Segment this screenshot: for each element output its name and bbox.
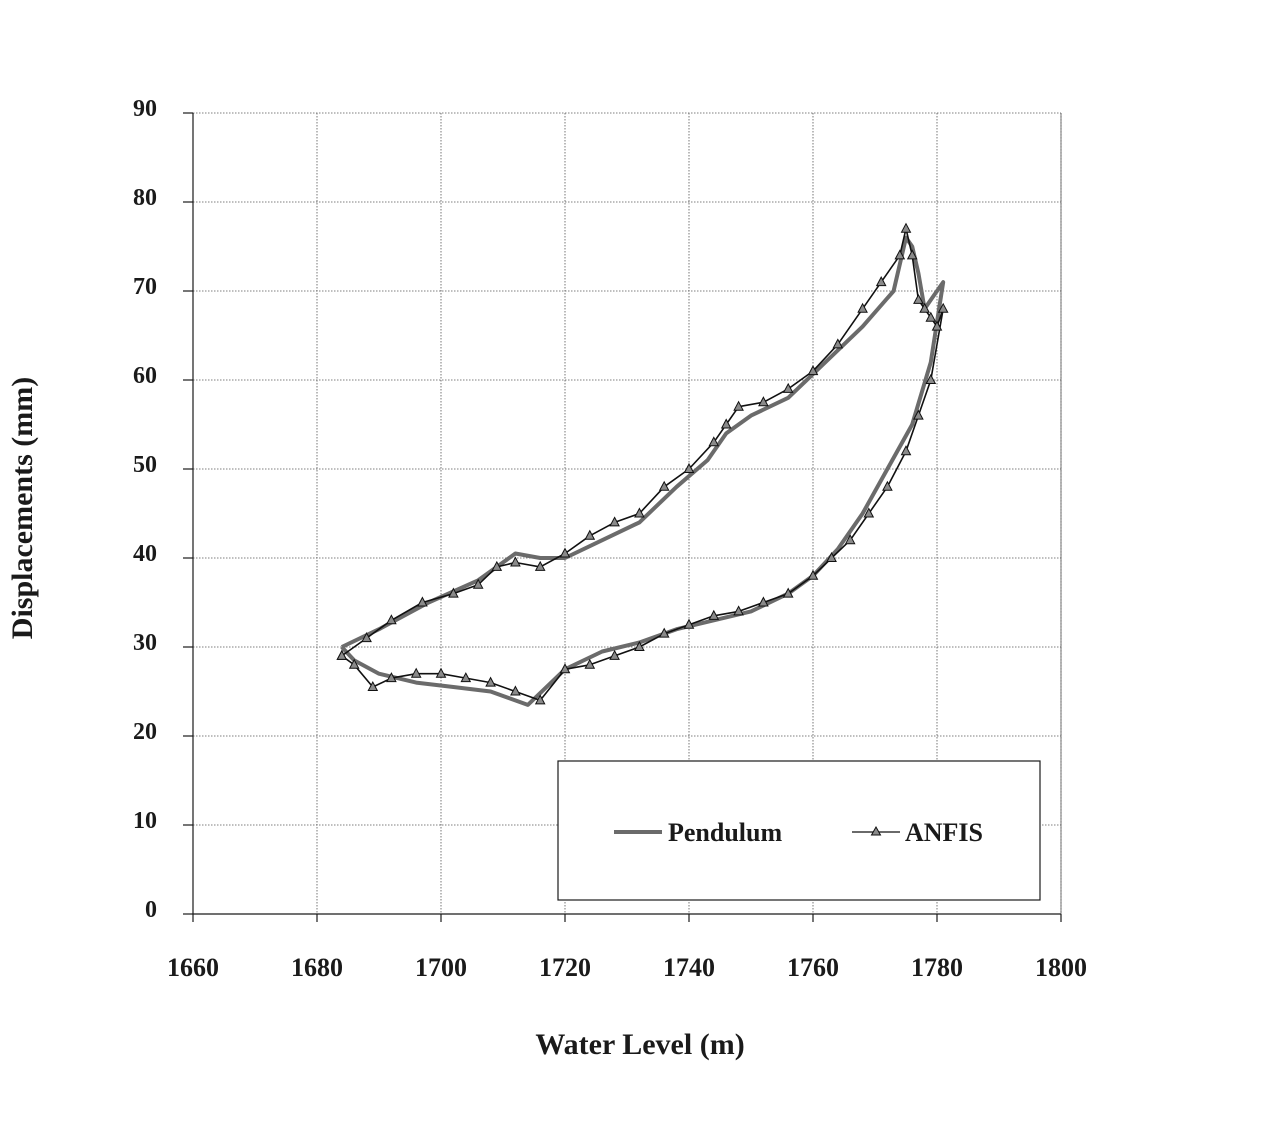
anfis-point <box>832 338 844 349</box>
anfis-point <box>361 632 372 643</box>
anfis-series-line <box>341 227 945 702</box>
y-tick-label: 10 <box>133 808 157 834</box>
anfis-point <box>925 311 937 322</box>
anfis-point <box>708 436 720 447</box>
anfis-point <box>559 547 571 558</box>
anfis-point <box>386 672 397 683</box>
x-tick-label: 1680 <box>291 953 343 982</box>
anfis-point <box>826 551 837 562</box>
anfis-point <box>485 676 496 687</box>
anfis-point <box>410 667 422 678</box>
anfis-point <box>894 249 906 260</box>
anfis-point <box>386 614 397 625</box>
legend-pendulum-label: Pendulum <box>668 818 782 847</box>
anfis-point <box>720 418 732 429</box>
anfis-point <box>634 640 645 651</box>
x-tick-label: 1760 <box>787 953 839 982</box>
tick-labels: 1660 1680 1700 1720 1740 1760 1780 1800 0 10 20 30 4… <box>133 96 1087 982</box>
anfis-point <box>758 396 769 407</box>
anfis-point <box>913 409 924 420</box>
anfis-point <box>336 649 348 660</box>
anfis-point <box>857 302 868 313</box>
x-tick-label: 1780 <box>911 953 963 982</box>
anfis-point <box>875 276 887 287</box>
y-tick-label: 30 <box>133 630 157 656</box>
x-tick-label: 1700 <box>415 953 467 982</box>
anfis-point <box>417 596 428 607</box>
anfis-point <box>863 507 875 518</box>
y-tick-label: 90 <box>133 96 157 122</box>
anfis-point <box>925 373 937 384</box>
legend-anfis-marker <box>870 825 882 836</box>
anfis-point <box>919 302 930 313</box>
anfis-point <box>510 556 521 567</box>
anfis-point <box>584 658 596 669</box>
anfis-point <box>348 658 360 669</box>
anfis-point <box>937 302 949 313</box>
x-tick-label: 1800 <box>1035 953 1087 982</box>
anfis-point <box>435 667 447 678</box>
anfis-point <box>609 516 620 527</box>
anfis-point <box>906 249 918 260</box>
anfis-point <box>491 560 503 571</box>
anfis-point <box>807 365 819 376</box>
series-layer <box>336 222 949 707</box>
x-tick-label: 1720 <box>539 953 591 982</box>
pendulum-series-line <box>340 235 946 707</box>
anfis-point <box>882 480 893 491</box>
anfis-point <box>367 680 379 692</box>
anfis-point <box>448 587 459 598</box>
anfis-point <box>559 663 571 674</box>
y-tick-label: 0 <box>145 897 157 923</box>
anfis-point <box>584 529 596 540</box>
anfis-point <box>758 596 769 607</box>
anfis-point <box>472 578 484 589</box>
anfis-point <box>609 649 620 660</box>
anfis-point <box>782 382 794 393</box>
x-tick-label: 1660 <box>167 953 219 982</box>
anfis-point <box>683 618 695 629</box>
anfis-point <box>733 400 744 411</box>
anfis-point <box>782 587 794 598</box>
anfis-point <box>510 685 521 696</box>
anfis-point <box>900 445 912 456</box>
anfis-point <box>844 534 856 545</box>
anfis-point <box>733 605 744 616</box>
anfis-point <box>931 320 943 331</box>
axes <box>183 112 1062 922</box>
anfis-point <box>900 222 912 233</box>
x-tick-label: 1740 <box>663 953 715 982</box>
anfis-point <box>534 694 546 705</box>
anfis-point <box>708 609 720 620</box>
grid <box>193 112 1062 914</box>
anfis-point <box>460 672 472 683</box>
anfis-point <box>534 560 546 571</box>
y-tick-label: 40 <box>133 541 157 567</box>
anfis-point <box>807 569 819 580</box>
y-tick-label: 60 <box>133 363 157 389</box>
anfis-point <box>683 462 695 473</box>
legend-anfis-label: ANFIS <box>905 818 983 847</box>
y-tick-label: 50 <box>133 452 157 478</box>
x-axis-title: Water Level (m) <box>535 1028 744 1061</box>
anfis-point <box>658 627 670 638</box>
y-axis-title: Displacements (mm) <box>6 377 39 639</box>
y-tick-label: 20 <box>133 719 157 745</box>
y-tick-label: 80 <box>133 185 157 211</box>
anfis-point <box>634 507 645 518</box>
anfis-point <box>658 480 670 491</box>
anfis-point <box>913 293 924 304</box>
y-tick-label: 70 <box>133 274 157 300</box>
legend: Pendulum ANFIS <box>557 760 1041 901</box>
